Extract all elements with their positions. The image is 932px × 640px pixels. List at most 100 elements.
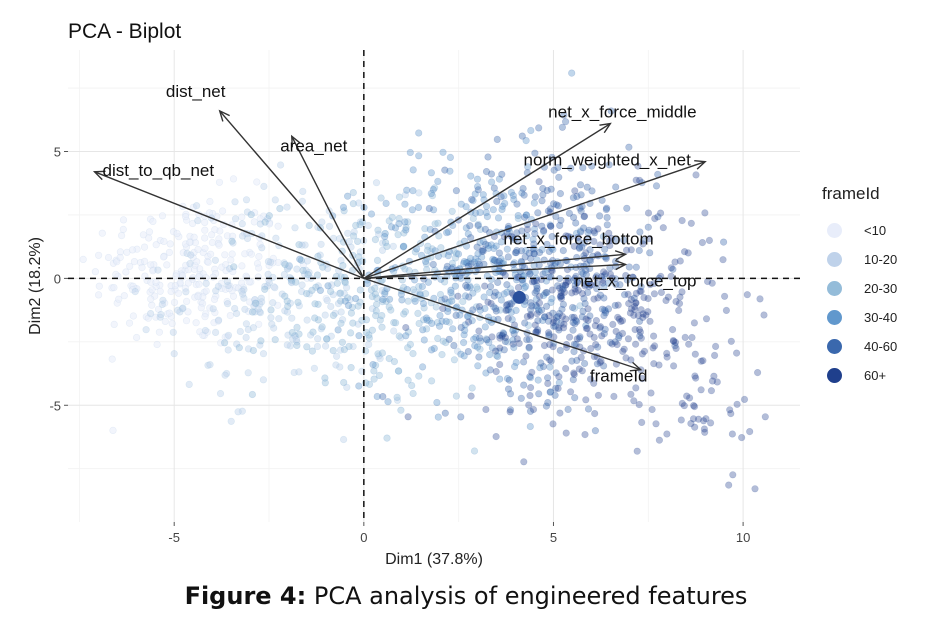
scatter-point <box>329 311 338 320</box>
scatter-point <box>495 257 503 265</box>
scatter-point <box>575 334 584 343</box>
scatter-point <box>574 233 582 242</box>
scatter-point <box>595 212 604 220</box>
scatter-point <box>615 315 623 323</box>
scatter-point <box>573 335 581 343</box>
scatter-point <box>505 376 514 384</box>
scatter-point <box>614 301 622 309</box>
scatter-point <box>275 315 283 323</box>
scatter-point <box>510 363 519 371</box>
scatter-point <box>672 344 680 353</box>
scatter-point <box>247 211 255 219</box>
scatter-point <box>552 201 561 209</box>
scatter-point <box>335 290 344 298</box>
scatter-point <box>720 292 729 300</box>
scatter-point <box>522 352 530 360</box>
scatter-point <box>531 193 539 201</box>
scatter-point <box>327 287 335 296</box>
scatter-point <box>298 241 306 249</box>
scatter-point <box>224 300 232 308</box>
scatter-point <box>558 312 567 321</box>
scatter-point <box>530 225 539 233</box>
scatter-point <box>393 396 402 404</box>
loading-label: net_x_force_middle <box>548 103 696 122</box>
scatter-point <box>565 209 574 217</box>
scatter-point <box>534 317 542 325</box>
scatter-point <box>201 326 209 335</box>
scatter-point <box>313 271 322 279</box>
scatter-point <box>116 253 124 262</box>
scatter-point <box>394 231 402 239</box>
scatter-point <box>733 400 741 408</box>
scatter-point <box>434 413 442 421</box>
scatter-point <box>702 415 710 423</box>
scatter-point <box>627 246 635 254</box>
scatter-point <box>160 237 168 245</box>
scatter-point <box>365 334 373 342</box>
scatter-point <box>354 302 362 310</box>
scatter-point <box>286 299 295 307</box>
scatter-point <box>450 356 459 364</box>
scatter-point <box>227 417 235 425</box>
scatter-point <box>378 349 387 357</box>
scatter-point <box>341 279 349 287</box>
scatter-point <box>337 319 345 327</box>
scatter-point <box>443 262 451 271</box>
scatter-point <box>246 298 254 306</box>
scatter-point <box>310 364 319 372</box>
scatter-point <box>381 233 389 241</box>
scatter-point <box>593 279 601 288</box>
scatter-point <box>699 417 708 425</box>
caption-label: Figure 4: <box>184 582 307 610</box>
scatter-point <box>144 314 152 322</box>
scatter-point <box>333 352 341 360</box>
scatter-point <box>234 408 242 416</box>
scatter-point <box>288 314 296 322</box>
scatter-point <box>226 265 234 273</box>
x-tick-label: 10 <box>736 530 750 545</box>
scatter-point <box>548 233 556 241</box>
scatter-point <box>525 335 534 344</box>
scatter-point <box>579 224 588 232</box>
scatter-point <box>503 306 511 314</box>
scatter-point <box>582 396 590 404</box>
scatter-point <box>441 166 449 174</box>
scatter-point <box>509 340 517 348</box>
scatter-point <box>355 332 363 340</box>
scatter-point <box>255 320 263 328</box>
scatter-point <box>183 297 191 306</box>
scatter-point <box>708 377 717 385</box>
scatter-point <box>533 284 541 293</box>
scatter-point <box>170 350 178 358</box>
scatter-point <box>295 302 303 310</box>
scatter-point <box>609 320 617 329</box>
scatter-point <box>467 392 475 400</box>
scatter-point <box>159 296 167 304</box>
scatter-point <box>256 220 265 228</box>
scatter-point <box>356 218 365 226</box>
scatter-point <box>531 149 539 157</box>
scatter-point <box>640 294 648 302</box>
scatter-point <box>582 324 591 333</box>
scatter-point <box>677 416 685 424</box>
scatter-point <box>390 319 398 327</box>
scatter-point <box>259 376 268 384</box>
scatter-point <box>316 286 325 295</box>
scatter-point <box>229 239 237 247</box>
scatter-point <box>623 276 631 284</box>
scatter-point <box>291 332 299 340</box>
scatter-point <box>195 280 203 288</box>
scatter-point <box>726 406 734 414</box>
scatter-point <box>298 281 306 289</box>
scatter-point <box>570 313 578 321</box>
scatter-point <box>635 317 644 325</box>
group-centroid <box>512 290 526 304</box>
scatter-point <box>496 334 504 342</box>
scatter-point <box>388 213 396 221</box>
scatter-point <box>433 398 441 407</box>
scatter-point <box>550 322 558 330</box>
scatter-point <box>221 371 229 379</box>
scatter-point <box>623 204 631 212</box>
scatter-point <box>655 361 663 369</box>
scatter-point <box>190 233 198 241</box>
